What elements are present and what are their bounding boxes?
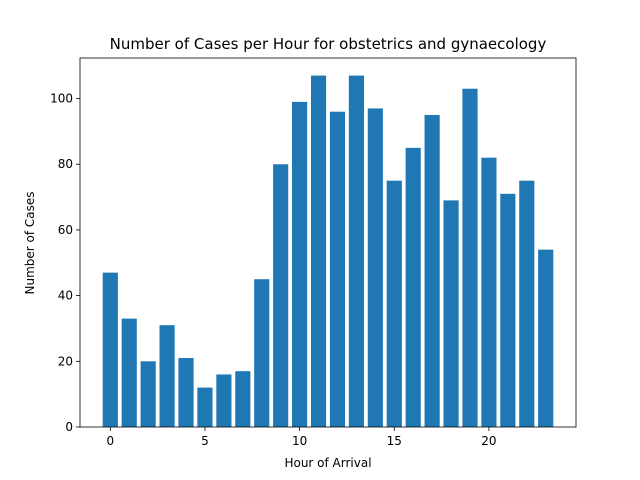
bar-hour-1 [121,318,137,427]
bar-hour-21 [500,193,516,427]
bar-hour-19 [462,88,478,428]
chart-title: Number of Cases per Hour for obstetrics … [110,35,547,53]
bar-hour-20 [481,157,497,427]
bar-hour-7 [235,371,251,427]
y-axis-ticks: 0 20 40 60 80 100 [50,92,80,434]
bar-hour-13 [348,75,364,427]
y-tick-label: 60 [58,223,73,237]
x-tick-label: 15 [387,434,402,448]
x-axis-label: Hour of Arrival [284,456,371,470]
x-tick-label: 5 [201,434,209,448]
y-tick-label: 20 [58,354,73,368]
bar-hour-22 [519,180,535,427]
bar-hour-4 [178,358,194,427]
bar-hour-6 [216,374,232,427]
bar-hour-0 [102,272,118,427]
bars-group [102,75,554,428]
x-axis-ticks: 0 5 10 15 20 [106,427,497,448]
y-tick-label: 100 [50,92,73,106]
y-axis-label: Number of Cases [23,191,37,294]
bar-hour-10 [292,101,308,427]
x-tick-label: 0 [106,434,114,448]
bar-hour-2 [140,361,156,427]
bar-hour-16 [405,147,421,427]
bar-hour-17 [424,114,440,427]
bar-hour-8 [254,279,270,427]
x-tick-label: 20 [481,434,496,448]
bar-hour-14 [367,108,383,428]
y-tick-label: 40 [58,289,73,303]
bar-hour-3 [159,325,175,427]
bar-hour-11 [310,75,327,427]
bar-hour-12 [329,111,346,427]
y-tick-label: 80 [58,157,73,171]
x-tick-label: 10 [292,434,307,448]
bar-hour-9 [273,164,289,427]
bar-hour-18 [443,200,459,427]
bar-hour-5 [197,387,213,427]
bar-hour-23 [538,249,554,427]
y-tick-label: 0 [65,420,73,434]
bar-hour-15 [386,180,402,427]
plot-frame [79,57,577,428]
